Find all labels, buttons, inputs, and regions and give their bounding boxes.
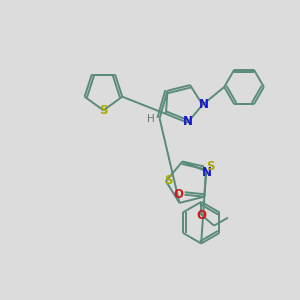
Text: O: O: [196, 209, 206, 222]
Text: N: N: [202, 166, 212, 178]
Text: N: N: [199, 98, 208, 111]
Text: S: S: [164, 174, 172, 187]
Text: H: H: [147, 114, 154, 124]
Text: S: S: [99, 104, 108, 117]
Text: O: O: [174, 188, 184, 201]
Text: N: N: [182, 115, 193, 128]
Text: S: S: [206, 160, 214, 173]
